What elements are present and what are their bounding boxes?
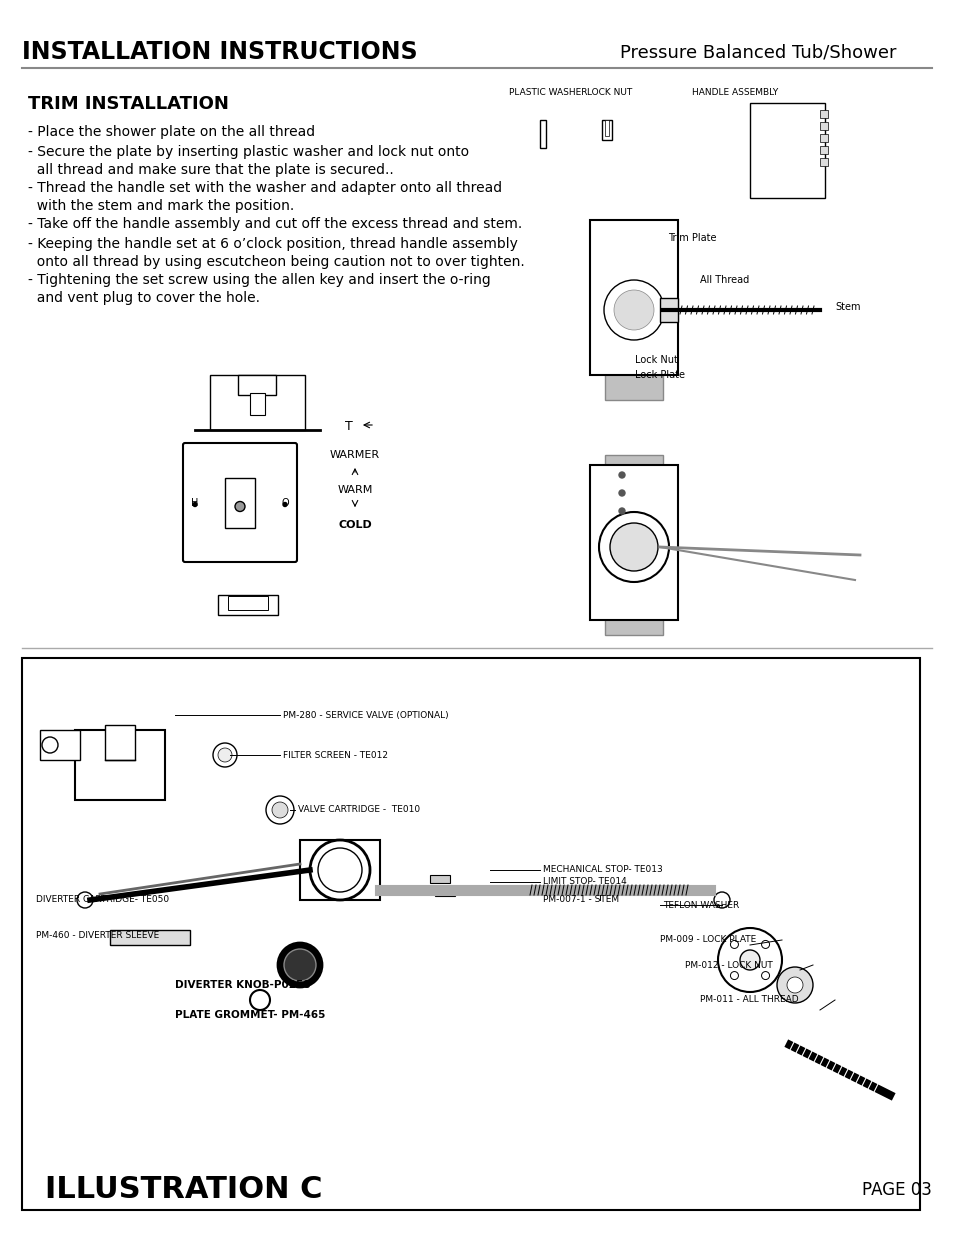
- Bar: [820, 158, 827, 165]
- Text: DIVERTER CARTRIDGE- TE050: DIVERTER CARTRIDGE- TE050: [36, 895, 169, 904]
- Text: COLD: COLD: [337, 520, 372, 530]
- Circle shape: [603, 280, 663, 340]
- Circle shape: [730, 940, 738, 948]
- Bar: [299, 840, 379, 900]
- Bar: [250, 393, 265, 415]
- Circle shape: [776, 967, 812, 1003]
- Circle shape: [272, 802, 288, 818]
- Circle shape: [42, 737, 58, 753]
- Bar: [435, 888, 455, 897]
- Text: PAGE 03: PAGE 03: [862, 1181, 931, 1199]
- Bar: [228, 597, 268, 610]
- Text: DIVERTER KNOB-P0258: DIVERTER KNOB-P0258: [174, 981, 310, 990]
- Text: PM-011 - ALL THREAD: PM-011 - ALL THREAD: [700, 995, 798, 1004]
- Circle shape: [283, 503, 287, 506]
- Circle shape: [740, 950, 760, 969]
- Text: H: H: [192, 498, 198, 508]
- Text: TRIM INSTALLATION: TRIM INSTALLATION: [28, 95, 229, 112]
- Circle shape: [250, 990, 270, 1010]
- Text: - Take off the handle assembly and cut off the excess thread and stem.: - Take off the handle assembly and cut o…: [28, 217, 521, 231]
- Bar: [604, 454, 662, 635]
- Circle shape: [266, 797, 294, 824]
- Text: TEFLON WASHER: TEFLON WASHER: [662, 900, 739, 909]
- Bar: [604, 220, 662, 400]
- FancyBboxPatch shape: [183, 443, 296, 562]
- Bar: [820, 146, 827, 154]
- Text: ILLUSTRATION C: ILLUSTRATION C: [45, 1176, 322, 1204]
- Text: T: T: [345, 420, 353, 433]
- Text: INSTALLATION INSTRUCTIONS: INSTALLATION INSTRUCTIONS: [22, 40, 417, 64]
- Circle shape: [193, 503, 196, 506]
- Bar: [210, 375, 305, 430]
- Bar: [601, 120, 612, 140]
- Bar: [225, 478, 254, 527]
- Circle shape: [284, 948, 315, 981]
- Text: PM-460 - DIVERTER SLEEVE: PM-460 - DIVERTER SLEEVE: [36, 930, 159, 940]
- Text: PM-012 - LOCK NUT: PM-012 - LOCK NUT: [684, 961, 772, 969]
- Text: LOCK NUT: LOCK NUT: [587, 88, 632, 98]
- Text: - Thread the handle set with the washer and adapter onto all thread
  with the s: - Thread the handle set with the washer …: [28, 182, 501, 214]
- Circle shape: [730, 972, 738, 979]
- Text: FILTER SCREEN - TE012: FILTER SCREEN - TE012: [283, 751, 388, 760]
- Text: - Keeping the handle set at 6 o’clock position, thread handle assembly
  onto al: - Keeping the handle set at 6 o’clock po…: [28, 237, 524, 269]
- Bar: [589, 466, 678, 620]
- Circle shape: [77, 892, 92, 908]
- Text: All Thread: All Thread: [700, 275, 748, 285]
- Circle shape: [596, 272, 671, 348]
- Circle shape: [605, 282, 661, 338]
- Bar: [40, 730, 80, 760]
- Circle shape: [760, 940, 769, 948]
- Bar: [539, 120, 545, 148]
- Text: Lock Plate: Lock Plate: [635, 370, 684, 380]
- Circle shape: [618, 472, 624, 478]
- Text: LIMIT STOP- TE014: LIMIT STOP- TE014: [542, 878, 626, 887]
- Bar: [75, 730, 165, 800]
- Circle shape: [718, 927, 781, 992]
- Text: O: O: [281, 498, 289, 508]
- Text: HANDLE ASSEMBLY: HANDLE ASSEMBLY: [691, 88, 778, 98]
- Text: MECHANICAL STOP- TE013: MECHANICAL STOP- TE013: [542, 866, 662, 874]
- Circle shape: [713, 892, 729, 908]
- Text: - Tightening the set screw using the allen key and insert the o-ring
  and vent : - Tightening the set screw using the all…: [28, 273, 490, 305]
- Circle shape: [218, 748, 232, 762]
- Text: WARM: WARM: [337, 485, 373, 495]
- Text: PM-280 - SERVICE VALVE (OPTIONAL): PM-280 - SERVICE VALVE (OPTIONAL): [283, 710, 448, 720]
- Bar: [820, 135, 827, 142]
- Bar: [749, 103, 824, 198]
- Text: WARMER: WARMER: [330, 450, 379, 459]
- Circle shape: [234, 501, 245, 511]
- Circle shape: [213, 743, 236, 767]
- Bar: [237, 375, 275, 395]
- Circle shape: [618, 508, 624, 514]
- Circle shape: [609, 522, 658, 571]
- Text: VALVE CARTRIDGE -  TE010: VALVE CARTRIDGE - TE010: [297, 805, 419, 815]
- Bar: [105, 725, 135, 760]
- Bar: [589, 220, 678, 375]
- Text: Lock Nut: Lock Nut: [635, 354, 678, 366]
- Text: PLASTIC WASHER: PLASTIC WASHER: [508, 88, 587, 98]
- Bar: [659, 298, 678, 322]
- Bar: [218, 595, 277, 615]
- Bar: [820, 110, 827, 119]
- Circle shape: [277, 944, 322, 987]
- Circle shape: [760, 972, 769, 979]
- Circle shape: [618, 490, 624, 496]
- Text: - Place the shower plate on the all thread: - Place the shower plate on the all thre…: [28, 125, 314, 140]
- Bar: [430, 876, 450, 883]
- Circle shape: [786, 977, 802, 993]
- Bar: [110, 930, 190, 945]
- Bar: [604, 120, 608, 136]
- Circle shape: [614, 290, 654, 330]
- Text: - Secure the plate by inserting plastic washer and lock nut onto
  all thread an: - Secure the plate by inserting plastic …: [28, 144, 469, 178]
- Text: Pressure Balanced Tub/Shower: Pressure Balanced Tub/Shower: [619, 43, 896, 61]
- Circle shape: [598, 513, 668, 582]
- Text: PM-009 - LOCK PLATE: PM-009 - LOCK PLATE: [659, 935, 756, 945]
- Text: PM-007-1 - STEM: PM-007-1 - STEM: [542, 895, 618, 904]
- Text: Trim Plate: Trim Plate: [667, 233, 716, 243]
- Text: PLATE GROMMET- PM-465: PLATE GROMMET- PM-465: [174, 1010, 325, 1020]
- Bar: [820, 122, 827, 130]
- Bar: [22, 658, 919, 1210]
- Text: Stem: Stem: [834, 303, 860, 312]
